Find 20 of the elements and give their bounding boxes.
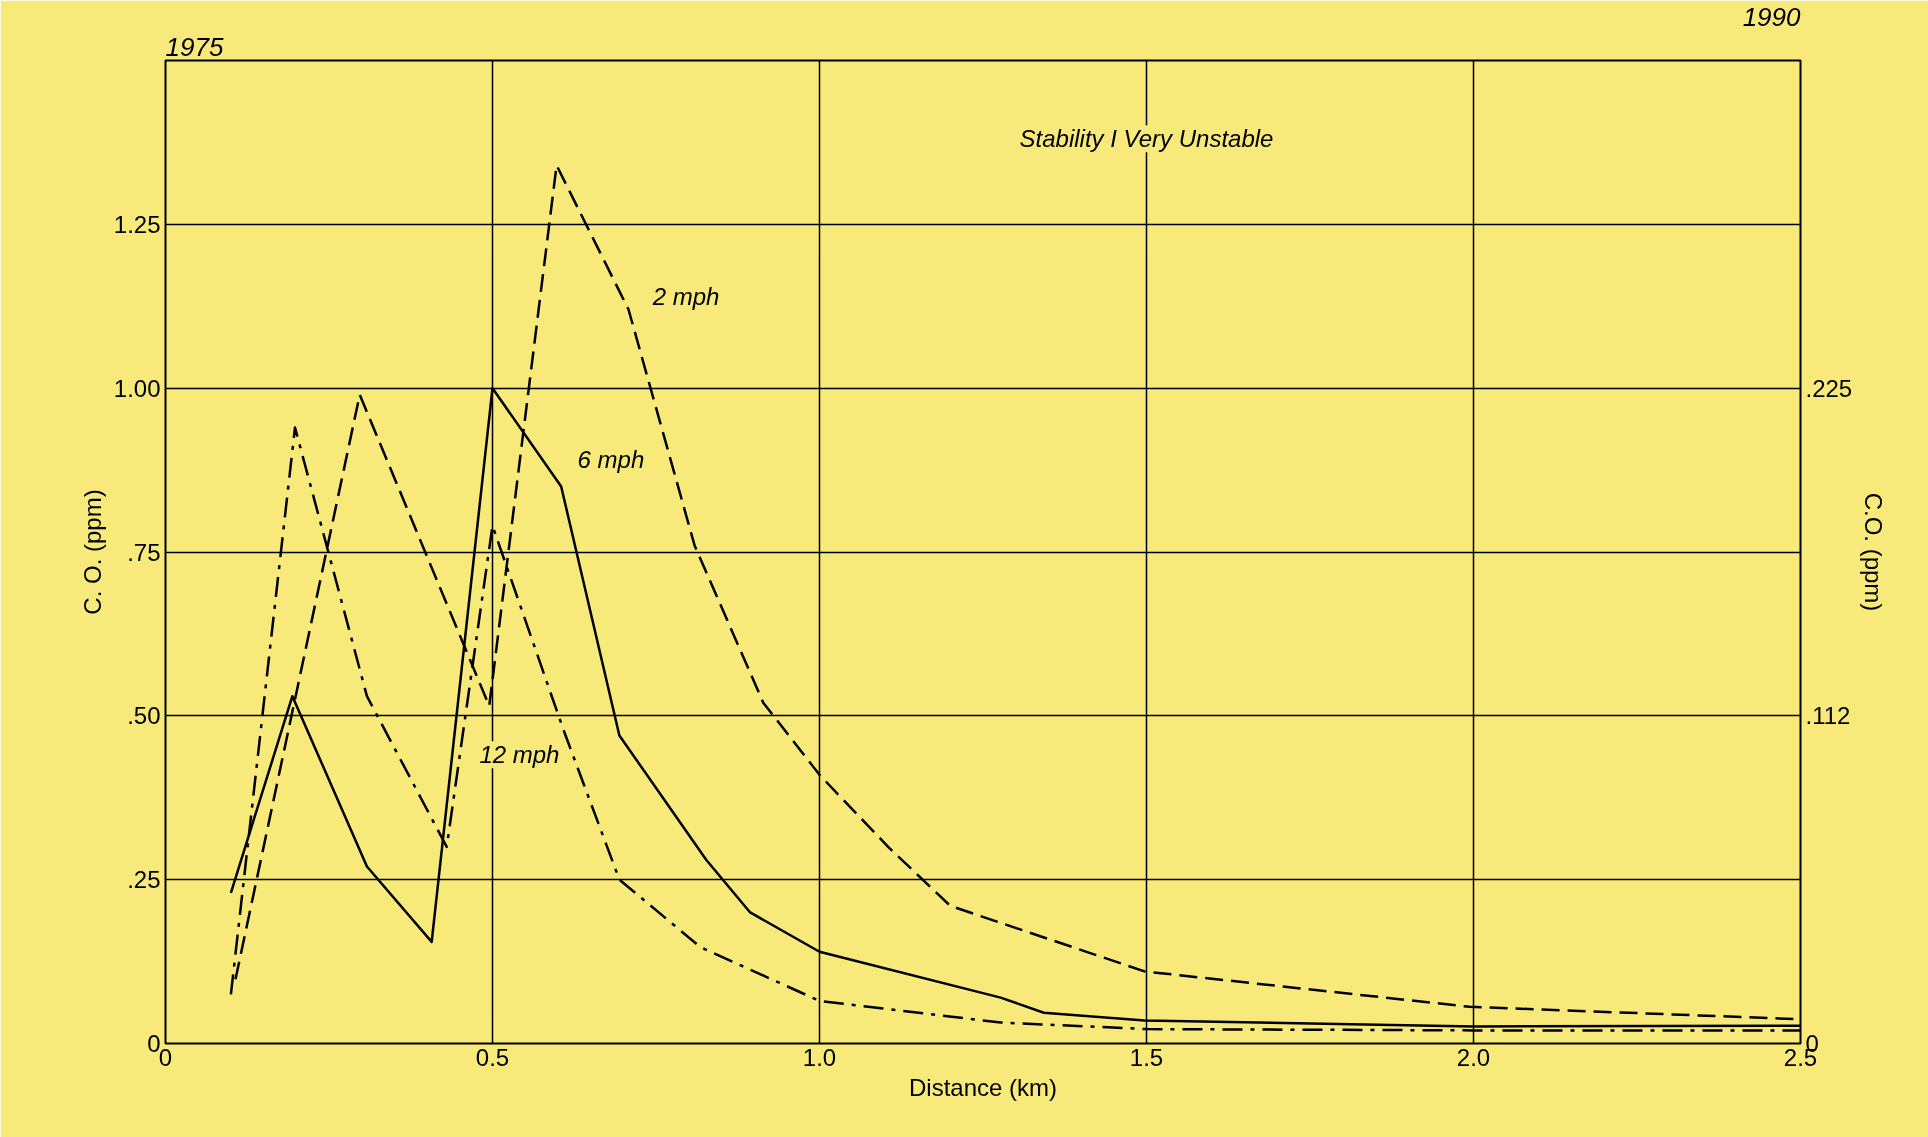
series-label: 2 mph <box>651 282 720 310</box>
y-axis-title: C. O. (ppm) <box>78 489 106 615</box>
y2-axis-title: C.O. (ppm) <box>1860 492 1888 612</box>
x-tick-label: 2.0 <box>1456 1043 1491 1071</box>
y-tick-label: .75 <box>127 538 161 566</box>
y-tick-label: .50 <box>127 702 161 730</box>
y-tick-label: .25 <box>127 866 161 894</box>
annotation: 1975 <box>165 31 224 62</box>
annotation: Stability I Very Unstable <box>1019 125 1274 153</box>
x-tick-label: 0.5 <box>475 1043 510 1071</box>
y-tick-label: 1.00 <box>113 374 161 402</box>
y2-tick-label: .112 <box>1805 702 1851 730</box>
y2-tick-label: .225 <box>1805 374 1853 402</box>
x-tick-label: 1.0 <box>802 1043 837 1071</box>
y-tick-label: 1.25 <box>113 210 161 238</box>
text: 1990 <box>1742 1 1802 32</box>
series-label: 12 mph <box>479 741 560 769</box>
series-label: 6 mph <box>577 446 645 474</box>
x-tick-label: 1.5 <box>1129 1043 1164 1071</box>
x-axis-title: Distance (km) <box>908 1073 1058 1101</box>
